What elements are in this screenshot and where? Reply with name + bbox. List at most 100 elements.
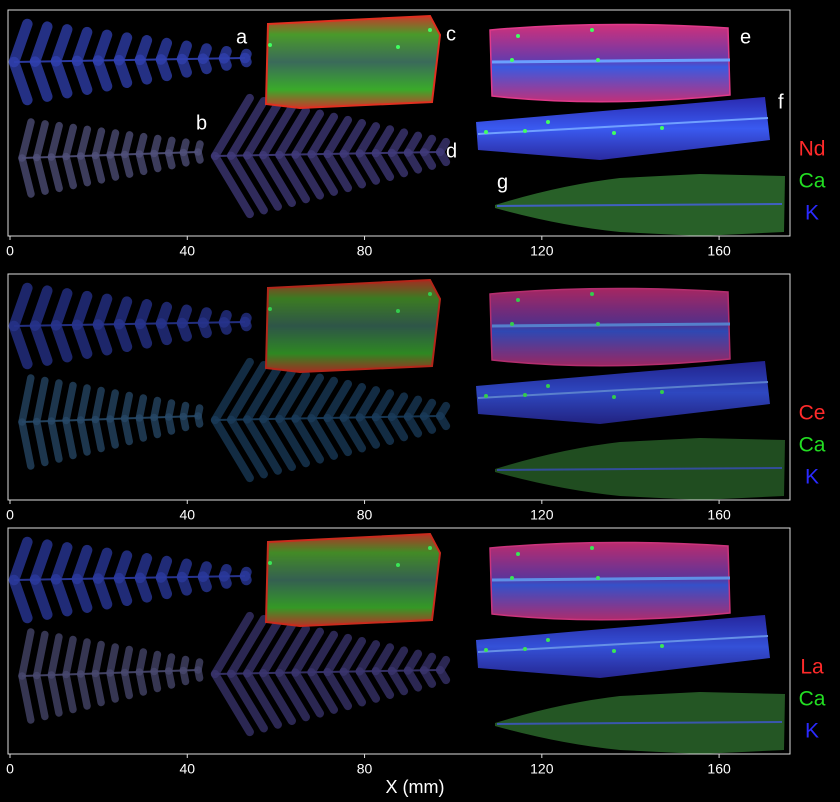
pinna [32, 671, 49, 721]
pinna [135, 668, 148, 696]
pinna [176, 53, 192, 78]
pinna [120, 150, 134, 178]
pinna [371, 413, 395, 445]
pinna [29, 574, 53, 620]
ca-spot [590, 28, 594, 32]
pinna [243, 415, 282, 475]
x-tick-label: 160 [707, 507, 731, 523]
pinna [91, 669, 105, 707]
pinna [71, 319, 93, 359]
pinna [226, 361, 268, 424]
pinna [120, 391, 133, 423]
midrib-g [496, 203, 783, 207]
pinna [62, 123, 77, 161]
midrib-e [491, 576, 731, 582]
pinna [106, 129, 120, 159]
pinna [419, 148, 437, 170]
x-tick-label: 40 [179, 507, 195, 523]
pinna [8, 282, 33, 332]
pinna [18, 374, 35, 426]
ca-spot [428, 546, 432, 550]
ca-spot [660, 644, 664, 648]
pinna [32, 376, 49, 426]
pinna [91, 386, 105, 424]
ca-spot [516, 552, 520, 556]
pinna [218, 317, 232, 335]
pinna [92, 319, 113, 356]
ca-spot [546, 120, 550, 124]
pinna [387, 666, 409, 696]
sample-label: d [446, 140, 457, 162]
pinna [50, 288, 73, 331]
pinna [120, 414, 133, 446]
pinna [239, 316, 252, 332]
pinna [226, 415, 268, 479]
pinna [403, 148, 423, 174]
pinna [371, 125, 395, 158]
ca-spot [660, 390, 664, 394]
pinna [339, 667, 367, 707]
pinna [259, 669, 296, 725]
pinna [275, 370, 310, 423]
x-tick-label: 120 [530, 507, 554, 523]
pinna [76, 670, 91, 710]
pinna [226, 151, 268, 215]
pinna [355, 386, 381, 422]
pinna [259, 151, 296, 207]
ca-spot [612, 131, 616, 135]
pinna [210, 611, 254, 679]
pinna [210, 93, 254, 161]
pinna [8, 320, 33, 370]
pinna [92, 573, 113, 610]
leaf-f [476, 97, 770, 160]
x-tick-label: 0 [6, 507, 14, 523]
ca-spot [428, 292, 432, 296]
ca-spot [484, 130, 488, 134]
x-tick-label: 80 [357, 243, 373, 259]
leaf-e [489, 23, 731, 103]
pinna [243, 618, 282, 678]
ca-spot [484, 648, 488, 652]
sample-label: b [196, 112, 207, 134]
pinna [210, 415, 254, 483]
pinna [71, 55, 93, 95]
sample-label: g [497, 171, 508, 193]
ca-spot [546, 384, 550, 388]
midrib-g [496, 467, 783, 471]
pinna [62, 152, 77, 190]
pinna [371, 389, 395, 422]
pinna [291, 109, 324, 159]
pinna [164, 149, 176, 170]
pinna [47, 121, 63, 161]
ca-spot [268, 561, 272, 565]
pinna [197, 317, 212, 339]
pinna [76, 152, 92, 187]
pinna [275, 414, 310, 468]
pinna [387, 148, 409, 178]
legend-label: Ca [799, 434, 826, 457]
pinna [50, 573, 73, 617]
pinna [179, 412, 190, 432]
pinna [135, 414, 148, 442]
panel-frame [7, 527, 791, 755]
pinna [18, 154, 35, 198]
ca-spot [516, 298, 520, 302]
pinna [307, 376, 339, 423]
pinna [387, 412, 409, 442]
pinna [32, 153, 49, 195]
rachis [13, 321, 246, 327]
pinna [323, 413, 353, 457]
pinna [106, 669, 119, 703]
ca-spot [268, 307, 272, 311]
legend-label: K [805, 720, 819, 743]
legend-label: K [805, 202, 819, 225]
pinna [355, 667, 381, 703]
pinna [435, 147, 451, 167]
pinna [210, 357, 254, 425]
legend-label: La [800, 656, 824, 679]
pinna [106, 643, 119, 677]
pinna [371, 667, 395, 699]
pinna [150, 667, 162, 693]
pinna [179, 666, 190, 686]
pinna [50, 55, 73, 99]
